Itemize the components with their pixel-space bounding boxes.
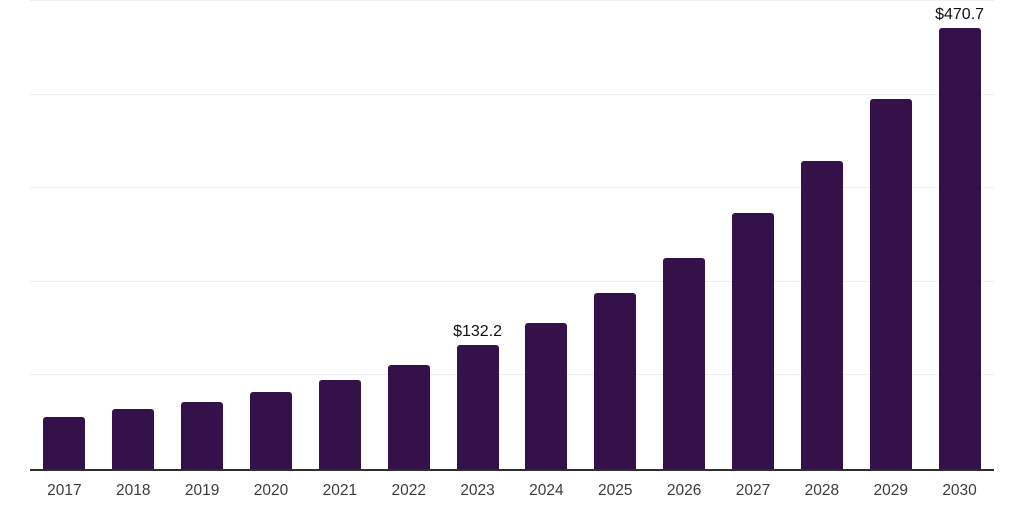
- bar-band: [581, 1, 650, 469]
- x-tick-label: 2028: [804, 482, 840, 499]
- gridline: [30, 93, 994, 95]
- gridline: [30, 280, 994, 282]
- x-tick-label: 2025: [598, 482, 633, 499]
- x-axis: 2017 2018 2019 2020 2021 2022 2023 2024 2025 2026…: [30, 481, 994, 503]
- x-tick-label: 2022: [391, 482, 426, 499]
- gridline: [30, 0, 994, 1]
- x-tick-label: 2017: [47, 482, 82, 499]
- bar-value-label: $470.7: [935, 6, 985, 24]
- bar-band: [719, 1, 788, 469]
- bar: [594, 293, 637, 469]
- x-tick-label: 2018: [116, 482, 151, 499]
- x-tick-label: 2030: [942, 482, 977, 499]
- bar-band: [30, 1, 99, 469]
- bar-band: [512, 1, 581, 469]
- x-tick-label: 2023: [460, 482, 495, 499]
- bar-band: [305, 1, 374, 469]
- x-tick-label: 2024: [529, 482, 564, 499]
- bar-band: $470.7: [925, 1, 994, 469]
- bar: [938, 28, 981, 469]
- x-tick-label: 2021: [322, 482, 358, 499]
- bar: [249, 391, 292, 469]
- x-tick-label: 2026: [666, 482, 702, 499]
- bar-band: [856, 1, 925, 469]
- x-tick-label: 2020: [253, 482, 289, 499]
- plot-area: $132.2 $470.7: [30, 0, 994, 471]
- bar-value-label: $132.2: [453, 323, 503, 341]
- bar-band: $132.2: [443, 1, 512, 469]
- bar-band: [650, 1, 719, 469]
- bar-band: [374, 1, 443, 469]
- x-tick-label: 2019: [184, 482, 220, 499]
- gridline: [30, 187, 994, 189]
- bar: [731, 213, 774, 469]
- bar: [112, 409, 155, 469]
- bar-band: [787, 1, 856, 469]
- x-tick-label: 2027: [735, 482, 771, 499]
- bar-band: [99, 1, 168, 469]
- bar: [43, 416, 86, 469]
- bar: [800, 160, 843, 469]
- x-tick-label: 2029: [873, 482, 908, 499]
- bar: [387, 365, 430, 469]
- bar: [525, 323, 568, 469]
- gridline: [30, 374, 994, 376]
- bar: [318, 380, 361, 469]
- bar: [181, 401, 224, 469]
- bar: [869, 99, 912, 469]
- bar-band: [168, 1, 237, 469]
- bar: [456, 345, 499, 469]
- bar-band: [237, 1, 306, 469]
- bar: [663, 258, 706, 469]
